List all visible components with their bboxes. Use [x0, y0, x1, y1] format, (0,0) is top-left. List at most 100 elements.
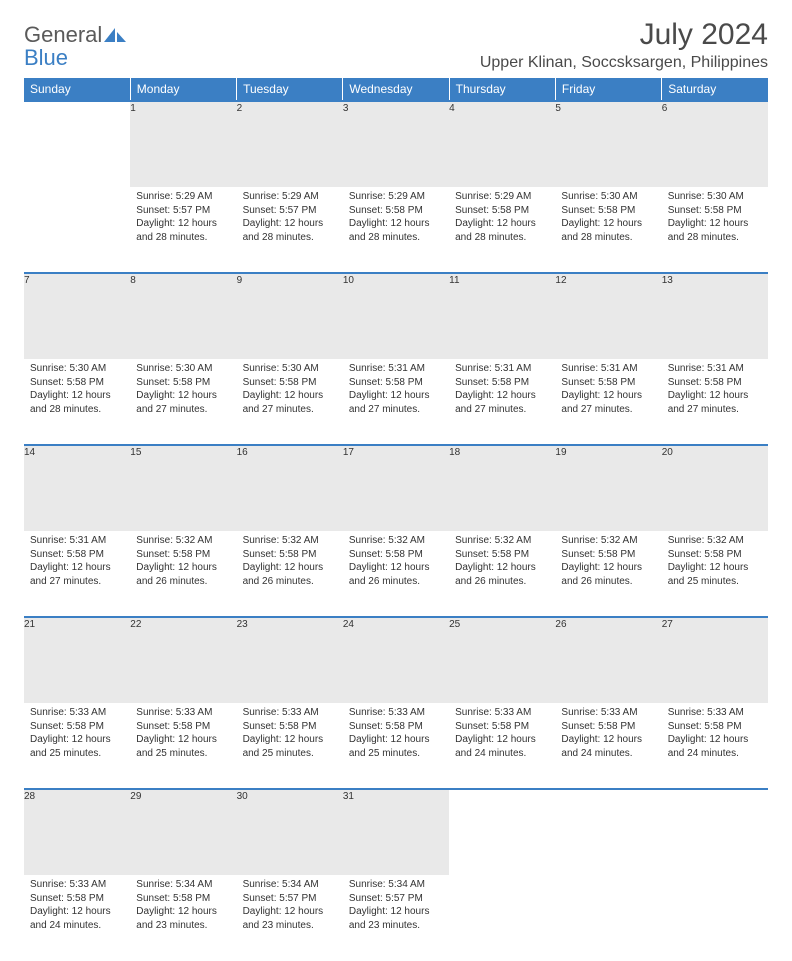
logo-word-2: Blue [24, 45, 68, 70]
day-cell: Sunrise: 5:31 AMSunset: 5:58 PMDaylight:… [662, 359, 768, 445]
week-body-row: Sunrise: 5:33 AMSunset: 5:58 PMDaylight:… [24, 703, 768, 789]
day-number: 6 [662, 101, 768, 187]
sunset-text: Sunset: 5:58 PM [349, 376, 443, 390]
day-number: 20 [662, 445, 768, 531]
daylight-text: Daylight: 12 hours and 24 minutes. [561, 733, 655, 760]
day-cell: Sunrise: 5:34 AMSunset: 5:57 PMDaylight:… [237, 875, 343, 961]
day-number: 23 [237, 617, 343, 703]
day-number: 2 [237, 101, 343, 187]
logo-text: General Blue [24, 24, 126, 70]
day-number: 26 [555, 617, 661, 703]
day-cell: Sunrise: 5:30 AMSunset: 5:58 PMDaylight:… [24, 359, 130, 445]
sunset-text: Sunset: 5:58 PM [349, 204, 443, 218]
week-daynum-row: 78910111213 [24, 273, 768, 359]
day-cell: Sunrise: 5:32 AMSunset: 5:58 PMDaylight:… [343, 531, 449, 617]
daylight-text: Daylight: 12 hours and 28 minutes. [668, 217, 762, 244]
daylight-text: Daylight: 12 hours and 27 minutes. [455, 389, 549, 416]
sunrise-text: Sunrise: 5:29 AM [349, 190, 443, 204]
day-number: 27 [662, 617, 768, 703]
daylight-text: Daylight: 12 hours and 25 minutes. [30, 733, 124, 760]
sunrise-text: Sunrise: 5:31 AM [668, 362, 762, 376]
day-cell: Sunrise: 5:31 AMSunset: 5:58 PMDaylight:… [555, 359, 661, 445]
daylight-text: Daylight: 12 hours and 24 minutes. [30, 905, 124, 932]
day-number: 28 [24, 789, 130, 875]
day-cell: Sunrise: 5:31 AMSunset: 5:58 PMDaylight:… [343, 359, 449, 445]
sunset-text: Sunset: 5:58 PM [243, 376, 337, 390]
day-number: 14 [24, 445, 130, 531]
week-body-row: Sunrise: 5:30 AMSunset: 5:58 PMDaylight:… [24, 359, 768, 445]
sunset-text: Sunset: 5:58 PM [136, 892, 230, 906]
calendar-table: SundayMondayTuesdayWednesdayThursdayFrid… [24, 78, 768, 961]
daylight-text: Daylight: 12 hours and 27 minutes. [561, 389, 655, 416]
sunrise-text: Sunrise: 5:31 AM [30, 534, 124, 548]
sunrise-text: Sunrise: 5:32 AM [668, 534, 762, 548]
daylight-text: Daylight: 12 hours and 28 minutes. [349, 217, 443, 244]
sunrise-text: Sunrise: 5:32 AM [455, 534, 549, 548]
daylight-text: Daylight: 12 hours and 24 minutes. [668, 733, 762, 760]
day-cell: Sunrise: 5:30 AMSunset: 5:58 PMDaylight:… [555, 187, 661, 273]
day-cell: Sunrise: 5:33 AMSunset: 5:58 PMDaylight:… [237, 703, 343, 789]
sunset-text: Sunset: 5:57 PM [136, 204, 230, 218]
sunrise-text: Sunrise: 5:33 AM [30, 878, 124, 892]
day-cell: Sunrise: 5:33 AMSunset: 5:58 PMDaylight:… [343, 703, 449, 789]
week-body-row: Sunrise: 5:31 AMSunset: 5:58 PMDaylight:… [24, 531, 768, 617]
daylight-text: Daylight: 12 hours and 26 minutes. [561, 561, 655, 588]
daylight-text: Daylight: 12 hours and 26 minutes. [349, 561, 443, 588]
sunrise-text: Sunrise: 5:34 AM [243, 878, 337, 892]
day-number: 31 [343, 789, 449, 875]
day-header: Wednesday [343, 78, 449, 101]
day-cell: Sunrise: 5:29 AMSunset: 5:57 PMDaylight:… [130, 187, 236, 273]
location-subtitle: Upper Klinan, Soccsksargen, Philippines [480, 54, 768, 72]
title-block: July 2024 Upper Klinan, Soccsksargen, Ph… [480, 18, 768, 72]
daylight-text: Daylight: 12 hours and 27 minutes. [349, 389, 443, 416]
sunrise-text: Sunrise: 5:33 AM [561, 706, 655, 720]
sunrise-text: Sunrise: 5:29 AM [243, 190, 337, 204]
sunset-text: Sunset: 5:58 PM [349, 548, 443, 562]
sunset-text: Sunset: 5:58 PM [30, 376, 124, 390]
day-header: Saturday [662, 78, 768, 101]
day-number: 7 [24, 273, 130, 359]
day-number: 13 [662, 273, 768, 359]
sunrise-text: Sunrise: 5:33 AM [455, 706, 549, 720]
sunset-text: Sunset: 5:57 PM [243, 204, 337, 218]
day-number: 30 [237, 789, 343, 875]
week-daynum-row: 21222324252627 [24, 617, 768, 703]
sunset-text: Sunset: 5:58 PM [30, 548, 124, 562]
sunrise-text: Sunrise: 5:31 AM [455, 362, 549, 376]
sunset-text: Sunset: 5:58 PM [668, 204, 762, 218]
sunrise-text: Sunrise: 5:31 AM [561, 362, 655, 376]
day-cell: Sunrise: 5:33 AMSunset: 5:58 PMDaylight:… [662, 703, 768, 789]
sunset-text: Sunset: 5:58 PM [668, 376, 762, 390]
day-number: 8 [130, 273, 236, 359]
daylight-text: Daylight: 12 hours and 26 minutes. [455, 561, 549, 588]
sunrise-text: Sunrise: 5:33 AM [243, 706, 337, 720]
sunrise-text: Sunrise: 5:29 AM [136, 190, 230, 204]
day-number: 16 [237, 445, 343, 531]
sunset-text: Sunset: 5:58 PM [561, 720, 655, 734]
header: General Blue July 2024 Upper Klinan, Soc… [24, 18, 768, 72]
sunset-text: Sunset: 5:58 PM [561, 204, 655, 218]
day-header: Sunday [24, 78, 130, 101]
day-cell: Sunrise: 5:33 AMSunset: 5:58 PMDaylight:… [555, 703, 661, 789]
logo-word-1: General [24, 22, 102, 47]
day-cell: Sunrise: 5:31 AMSunset: 5:58 PMDaylight:… [449, 359, 555, 445]
calendar-body: 123456Sunrise: 5:29 AMSunset: 5:57 PMDay… [24, 101, 768, 961]
day-cell: Sunrise: 5:32 AMSunset: 5:58 PMDaylight:… [449, 531, 555, 617]
day-number: 19 [555, 445, 661, 531]
daylight-text: Daylight: 12 hours and 27 minutes. [243, 389, 337, 416]
sunset-text: Sunset: 5:58 PM [30, 892, 124, 906]
sunrise-text: Sunrise: 5:33 AM [349, 706, 443, 720]
day-header: Monday [130, 78, 236, 101]
daylight-text: Daylight: 12 hours and 28 minutes. [136, 217, 230, 244]
day-number: 17 [343, 445, 449, 531]
sunrise-text: Sunrise: 5:31 AM [349, 362, 443, 376]
day-cell: Sunrise: 5:30 AMSunset: 5:58 PMDaylight:… [237, 359, 343, 445]
daylight-text: Daylight: 12 hours and 23 minutes. [243, 905, 337, 932]
sunrise-text: Sunrise: 5:32 AM [136, 534, 230, 548]
sunset-text: Sunset: 5:58 PM [455, 376, 549, 390]
day-header-row: SundayMondayTuesdayWednesdayThursdayFrid… [24, 78, 768, 101]
day-number: 25 [449, 617, 555, 703]
day-number: 10 [343, 273, 449, 359]
daylight-text: Daylight: 12 hours and 26 minutes. [136, 561, 230, 588]
sunrise-text: Sunrise: 5:33 AM [30, 706, 124, 720]
